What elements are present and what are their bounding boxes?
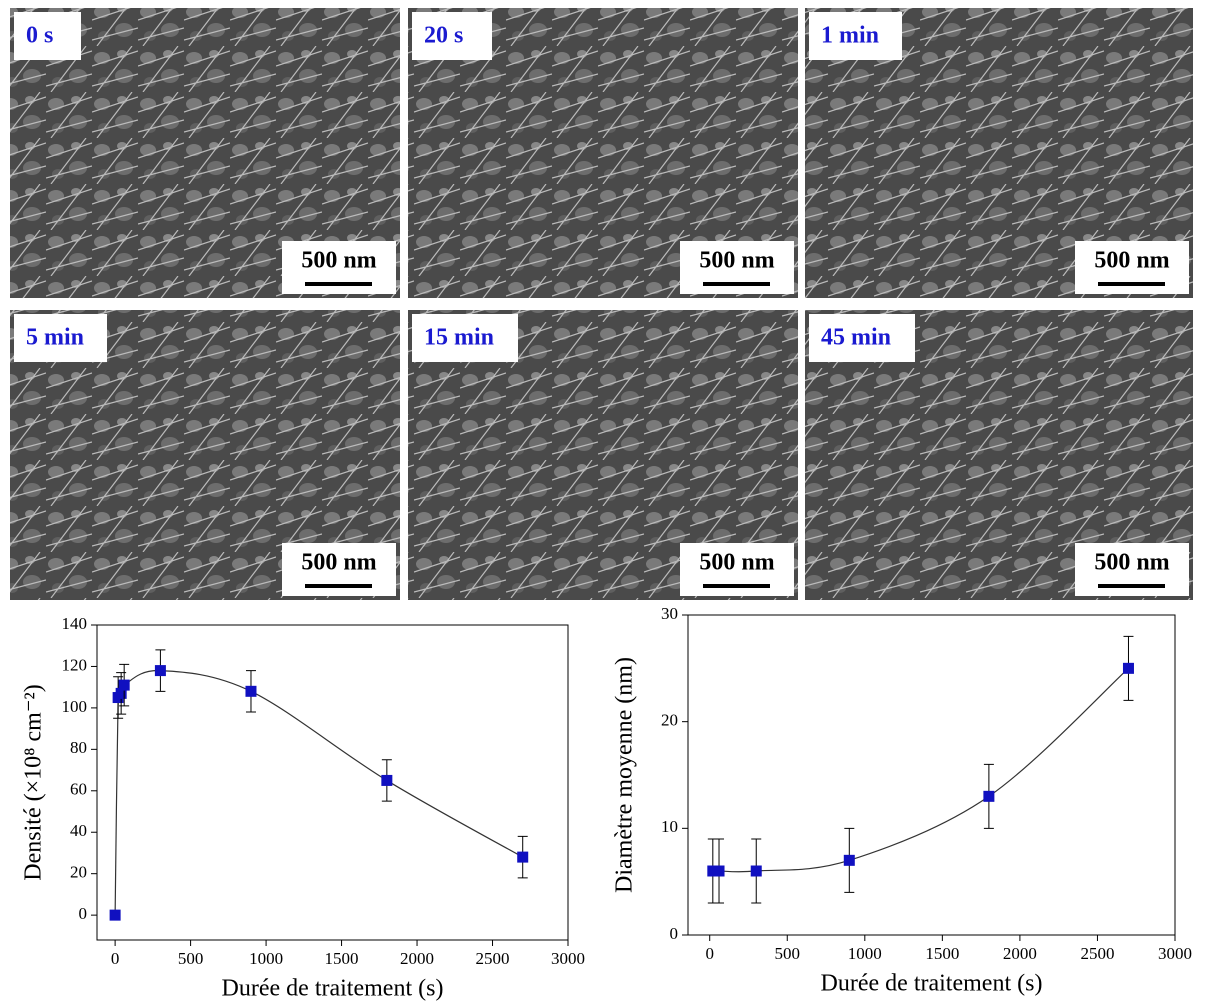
label-box [412,12,492,60]
scale-label: 500 nm [699,550,774,576]
scale-label: 500 nm [301,550,376,576]
y-tick-label: 80 [70,738,87,757]
y-tick-label: 100 [62,697,88,716]
data-point [154,665,166,677]
y-tick-label: 0 [79,904,88,923]
x-tick-label: 3000 [1158,944,1192,963]
y-tick-label: 120 [62,655,88,674]
x-tick-label: 1000 [848,944,882,963]
label-box [412,314,518,362]
scale-label: 500 nm [699,248,774,274]
x-tick-label: 0 [111,949,120,968]
y-tick-label: 20 [661,711,678,730]
x-tick-label: 3000 [551,949,585,968]
y-axis-title: Densité (×10⁸ cm⁻²) [21,684,47,880]
label-box [14,12,81,60]
fit-curve [712,667,1129,873]
y-tick-label: 40 [70,821,87,840]
panel-label: 45 min [821,325,891,351]
data-point [843,854,855,866]
y-tick-label: 60 [70,780,87,799]
y-axis-title: Diamètre moyenne (nm) [612,657,638,893]
x-tick-label: 2000 [1003,944,1037,963]
data-point [1122,662,1134,674]
data-point [707,865,719,877]
data-point [109,909,121,921]
data-point [713,865,725,877]
x-tick-label: 1500 [325,949,359,968]
plot-frame [687,614,1176,936]
data-point [115,687,127,699]
label-box [809,314,915,362]
y-tick-label: 0 [670,924,679,943]
x-tick-label: 500 [178,949,204,968]
panel-label: 5 min [26,325,84,351]
scale-label: 500 nm [1094,248,1169,274]
plot-frame [96,624,569,941]
data-point [381,774,393,786]
data-point [750,865,762,877]
label-box [14,314,107,362]
x-tick-label: 2500 [1080,944,1114,963]
label-box [809,12,902,60]
panel-label: 0 s [26,23,53,49]
panel-label: 20 s [424,23,463,49]
y-tick-label: 20 [70,863,87,882]
data-point [517,851,529,863]
x-axis-title: Durée de traitement (s) [222,976,444,1002]
data-point [245,685,257,697]
y-tick-label: 140 [62,614,88,633]
scale-label: 500 nm [1094,550,1169,576]
panel-label: 1 min [821,23,879,49]
fit-curve [114,669,524,916]
x-tick-label: 1500 [925,944,959,963]
panel-label: 15 min [424,325,494,351]
x-tick-label: 2000 [400,949,434,968]
scale-label: 500 nm [301,248,376,274]
x-axis-title: Durée de traitement (s) [821,971,1043,997]
x-tick-label: 2500 [476,949,510,968]
y-tick-label: 10 [661,817,678,836]
data-point [118,679,130,691]
x-tick-label: 0 [705,944,714,963]
y-tick-label: 30 [661,604,678,623]
data-point [983,790,995,802]
x-tick-label: 1000 [249,949,283,968]
x-tick-label: 500 [775,944,801,963]
